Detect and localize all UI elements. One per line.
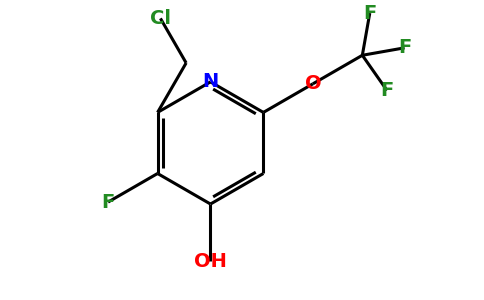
- Text: F: F: [102, 193, 115, 211]
- Text: F: F: [380, 81, 393, 100]
- Text: F: F: [363, 4, 377, 22]
- Text: F: F: [398, 38, 411, 57]
- Text: OH: OH: [194, 252, 227, 271]
- Text: Cl: Cl: [150, 9, 171, 28]
- Text: N: N: [202, 72, 219, 92]
- Text: O: O: [304, 74, 321, 93]
